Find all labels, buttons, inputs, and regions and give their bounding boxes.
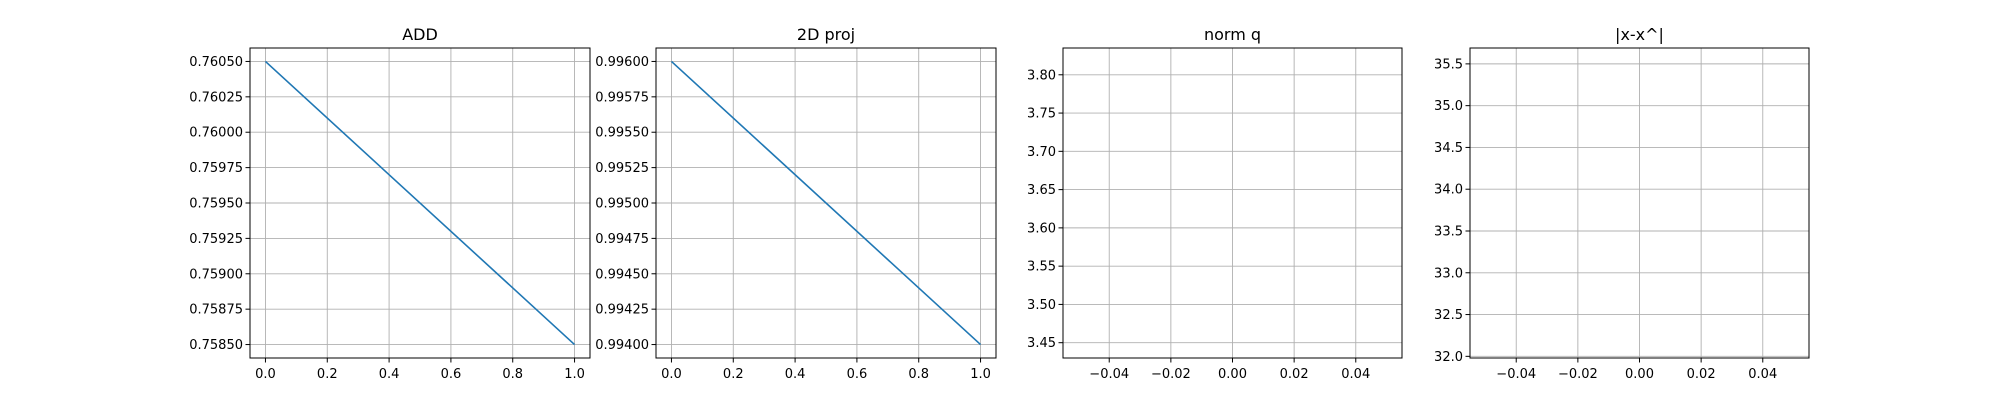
subplot-title: ADD	[402, 25, 438, 44]
x-tick-label: 0.02	[1280, 367, 1309, 382]
y-tick-label: 3.65	[1027, 183, 1056, 198]
y-tick-label: 0.99400	[595, 338, 649, 353]
y-tick-label: 35.0	[1434, 99, 1463, 114]
x-tick-label: 0.4	[785, 367, 806, 382]
x-tick-label: −0.04	[1089, 367, 1129, 382]
y-tick-label: 0.75950	[189, 197, 243, 212]
y-tick-label: 0.99550	[595, 126, 649, 141]
x-tick-label: 0.6	[441, 367, 462, 382]
x-tick-label: 0.00	[1218, 367, 1247, 382]
x-tick-label: −0.02	[1558, 367, 1598, 382]
y-tick-label: 3.80	[1027, 68, 1056, 83]
y-tick-label: 0.76025	[189, 90, 243, 105]
y-tick-label: 3.50	[1027, 298, 1056, 313]
x-tick-label: −0.04	[1496, 367, 1536, 382]
x-tick-label: 0.02	[1687, 367, 1716, 382]
x-tick-label: 0.8	[502, 367, 523, 382]
series-line-1	[670, 60, 982, 346]
y-tick-label: 0.99600	[595, 55, 649, 70]
y-tick-label: 3.70	[1027, 145, 1056, 160]
y-tick-label: 0.99525	[595, 161, 649, 176]
y-tick-label: 3.55	[1027, 260, 1056, 275]
y-tick-label: 34.5	[1434, 141, 1463, 156]
y-tick-label: 32.5	[1434, 308, 1463, 323]
subplot-4: −0.04 −0.02 0.00 0.02 0.04 32.0 32.5 33.0 33.5 34…	[1434, 25, 1810, 382]
x-tick-label: −0.02	[1151, 367, 1191, 382]
y-tick-label: 0.75875	[189, 303, 243, 318]
x-tick-label: 0.2	[317, 367, 338, 382]
x-tick-label: 0.04	[1748, 367, 1777, 382]
y-tick-label: 0.75850	[189, 338, 243, 353]
x-tick-label: 0.04	[1341, 367, 1370, 382]
y-tick-label: 33.0	[1434, 266, 1463, 281]
y-tick-label: 33.5	[1434, 224, 1463, 239]
y-tick-label: 34.0	[1434, 183, 1463, 198]
y-tick-label: 0.99575	[595, 90, 649, 105]
x-tick-label: 1.0	[564, 367, 585, 382]
y-tick-label: 0.99475	[595, 232, 649, 247]
y-tick-label: 0.99500	[595, 197, 649, 212]
y-tick-label: 0.75975	[189, 161, 243, 176]
y-tick-label: 0.75925	[189, 232, 243, 247]
y-tick-label: 3.60	[1027, 221, 1056, 236]
y-tick-label: 0.99425	[595, 303, 649, 318]
y-tick-label: 0.76000	[189, 126, 243, 141]
x-tick-label: 0.2	[723, 367, 744, 382]
y-tick-label: 32.0	[1434, 350, 1463, 365]
x-tick-label: 0.0	[661, 367, 682, 382]
subplot-2: 0.0 0.2 0.4 0.6 0.8 1.0 0.99400 0.99425 0.99450 0…	[595, 25, 997, 382]
subplot-title: norm q	[1204, 25, 1261, 44]
y-tick-label: 3.45	[1027, 336, 1056, 351]
subplot-title: 2D proj	[797, 25, 855, 44]
y-tick-label: 0.99450	[595, 267, 649, 282]
subplot-3: −0.04 −0.02 0.00 0.02 0.04 3.45 3.50 3.55 3.60 3.…	[1027, 25, 1403, 382]
x-tick-label: 0.8	[908, 367, 929, 382]
x-tick-label: 0.00	[1625, 367, 1654, 382]
x-tick-label: 0.4	[379, 367, 400, 382]
y-tick-label: 0.76050	[189, 55, 243, 70]
x-tick-label: 0.6	[847, 367, 868, 382]
series-line-1	[264, 60, 576, 346]
x-tick-label: 1.0	[970, 367, 991, 382]
subplot-1: 0.0 0.2 0.4 0.6 0.8 1.0 0.75850 0.75875 0.75900 0…	[189, 25, 591, 382]
y-tick-label: 35.5	[1434, 57, 1463, 72]
x-tick-label: 0.0	[255, 367, 276, 382]
subplot-title: |x-x^|	[1615, 25, 1664, 44]
y-tick-label: 3.75	[1027, 107, 1056, 122]
y-tick-label: 0.75900	[189, 267, 243, 282]
